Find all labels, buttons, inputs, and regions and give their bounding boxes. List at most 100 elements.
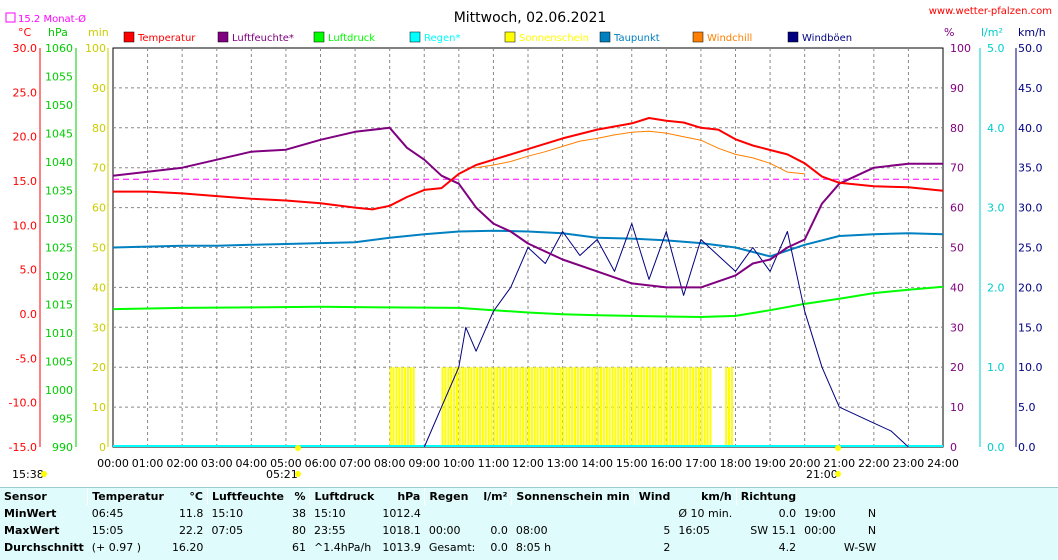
time-tick-label: 10:00 — [443, 457, 475, 470]
chart-axes: 30.0 25.0 20.0 15.0 10.0 5.0 0.0 -5.0 -10.0 -15.0… — [9, 26, 1046, 481]
min-tick-label: 50 — [92, 242, 106, 255]
sunshine-bar — [602, 367, 605, 447]
pct-tick-label: 30 — [950, 321, 964, 334]
sunshine-bar — [559, 367, 562, 447]
current-time-label: 15:38 — [12, 468, 44, 481]
pct-tick-label: 90 — [950, 82, 964, 95]
legend-label: Sonnenschein — [519, 33, 589, 44]
legend-label: Windchill — [707, 33, 752, 44]
hpa-tick-label: 1025 — [45, 242, 73, 255]
pct-unit-label: % — [944, 26, 954, 39]
sunshine-bar — [574, 367, 577, 447]
legend-label: Temperatur — [137, 33, 196, 44]
min-unit-label: min — [88, 26, 109, 39]
sunshine-bar — [496, 367, 499, 447]
sunshine-bar — [556, 367, 559, 447]
rain-unit-label: l/m² — [981, 26, 1003, 39]
stats-header-cell: Richtung — [735, 488, 801, 505]
legend-swatch — [313, 31, 325, 43]
stats-cell: 15:05 — [91, 524, 124, 537]
stats-cell: 0.0 — [490, 524, 508, 537]
rain-tick-label: 2.0 — [987, 281, 1005, 294]
sunshine-bar — [464, 367, 467, 447]
sunshine-bar — [703, 367, 706, 447]
stats-cell: 38 — [291, 507, 306, 520]
sunshine-bar — [470, 367, 473, 447]
sunshine-bar — [651, 367, 654, 447]
sunshine-bar — [628, 367, 631, 447]
stats-header-cell: Temperatur — [87, 488, 168, 505]
kmh-tick-label: 10.0 — [1018, 361, 1043, 374]
sunshine-bar — [700, 367, 703, 447]
hpa-tick-label: 1030 — [45, 213, 73, 226]
time-tick-label: 15:00 — [616, 457, 648, 470]
stats-table: Sensor Temperatur °C Luftfeuchte% Luftdruck h… — [0, 488, 880, 556]
stats-cell — [512, 505, 634, 522]
sunshine-bar — [617, 367, 620, 447]
sunrise-label: 05:21 — [266, 468, 298, 481]
time-tick-label: 17:00 — [685, 457, 717, 470]
hpa-tick-label: 990 — [52, 441, 73, 454]
pct-tick-label: 10 — [950, 401, 964, 414]
chart-legend: Temperatur Luftfeuchte* Luftdruck Regen* Son… — [123, 31, 852, 44]
sunshine-bar — [487, 367, 490, 447]
legend-label: Taupunkt — [613, 33, 660, 44]
sunshine-bar — [669, 367, 672, 447]
temp-tick-label: -5.0 — [16, 352, 37, 365]
sunshine-bar — [507, 367, 510, 447]
sunshine-bar — [551, 367, 554, 447]
sunshine-bar — [623, 367, 626, 447]
sunshine-bar — [697, 367, 700, 447]
hpa-tick-label: 1040 — [45, 156, 73, 169]
time-tick-label: 23:00 — [893, 457, 925, 470]
stats-header-cell: km/h — [701, 490, 732, 503]
sunshine-bar — [478, 367, 481, 447]
stats-cell — [479, 505, 512, 522]
min-tick-label: 100 — [85, 42, 106, 55]
sunshine-bar — [409, 367, 412, 447]
stats-header-cell: Regen — [424, 488, 480, 505]
rain-tick-label: 1.0 — [987, 361, 1005, 374]
stats-header-cell: Sensor — [4, 490, 47, 503]
sunrise-marker — [295, 445, 301, 451]
sunshine-bar — [620, 367, 623, 447]
stats-cell: 11.8 — [178, 507, 204, 520]
sunshine-bar — [695, 367, 698, 447]
kmh-tick-label: 45.0 — [1018, 82, 1043, 95]
stats-header-cell: % — [294, 490, 306, 503]
sunshine-bar — [599, 367, 602, 447]
min-tick-label: 70 — [92, 162, 106, 175]
sunshine-bar — [389, 367, 392, 447]
series-dewpoint-line — [112, 229, 944, 258]
series-humidity-line — [112, 126, 943, 289]
series-gust-line — [423, 223, 909, 448]
pct-tick-label: 100 — [950, 42, 971, 55]
sunshine-bar — [611, 367, 614, 447]
min-tick-label: 20 — [92, 361, 106, 374]
sunshine-bar — [689, 367, 692, 447]
sunshine-bar — [582, 367, 585, 447]
legend-label: Regen* — [424, 33, 461, 44]
time-tick-label: 20:00 — [789, 457, 821, 470]
stats-cell: 2 — [663, 541, 671, 554]
sunset-label: 21:00 — [806, 468, 838, 481]
stats-cell: Gesamt: — [428, 541, 476, 554]
sunshine-bar — [450, 367, 453, 447]
stats-cell: 0.0 — [490, 541, 508, 554]
stats-header-cell: l/m² — [483, 490, 508, 503]
current-time-sun-icon — [41, 471, 47, 477]
time-tick-label: 22:00 — [858, 457, 890, 470]
rain-tick-label: 3.0 — [987, 202, 1005, 215]
temp-tick-label: 0.0 — [20, 308, 38, 321]
stats-cell — [425, 505, 480, 522]
stats-row-avg: Durchschnitt (+ 0.97 ) 16.20 61 ^1.4hPa/h 101… — [0, 539, 880, 556]
stats-header-cell: °C — [189, 490, 203, 503]
kmh-unit-label: km/h — [1018, 26, 1046, 39]
sunshine-bar — [728, 367, 731, 447]
sunshine-bar — [730, 367, 733, 447]
min-tick-label: 0 — [99, 441, 106, 454]
legend-swatch — [217, 31, 229, 43]
sunshine-bar — [447, 367, 450, 447]
sunshine-bar — [461, 367, 464, 447]
stats-cell: 1018.1 — [382, 524, 421, 537]
